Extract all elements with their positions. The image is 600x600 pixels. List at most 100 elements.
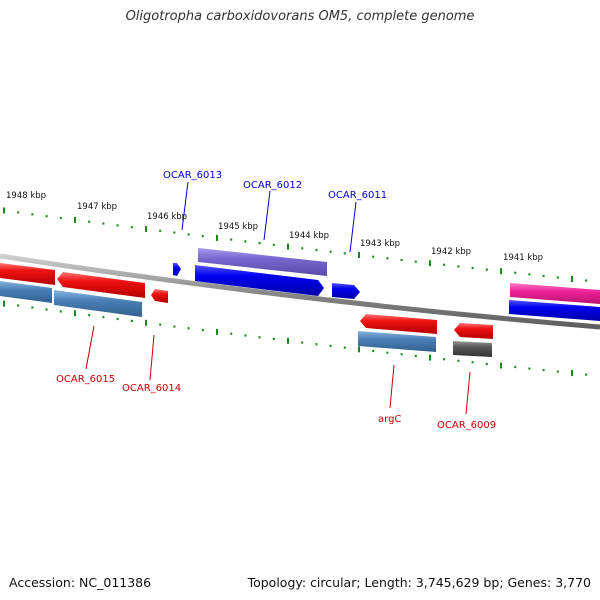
scale-minor-tick xyxy=(201,235,204,238)
scale-minor-tick xyxy=(400,353,403,356)
scale-label: 1941 kbp xyxy=(503,253,543,263)
scale-minor-tick xyxy=(102,316,105,319)
gene-arrow-ocar-6012[interactable] xyxy=(195,265,324,296)
label-leader-lines xyxy=(85,181,471,415)
scale-minor-tick xyxy=(159,229,162,232)
scale-label: 1945 kbp xyxy=(218,222,258,232)
scale-minor-tick xyxy=(315,248,318,252)
length-label: Length: xyxy=(364,575,412,590)
gene-arrow[interactable] xyxy=(358,331,436,352)
accession-label: Accession: xyxy=(9,575,76,590)
gene-label-ocar-6009[interactable]: OCAR_6009 xyxy=(437,420,496,431)
scale-minor-tick xyxy=(45,308,48,311)
scale-label: 1948 kbp xyxy=(6,191,46,201)
scale-minor-tick xyxy=(301,247,304,250)
scale-minor-tick xyxy=(343,252,346,255)
scale-minor-tick xyxy=(59,216,62,220)
gene-label-ocar-6013[interactable]: OCAR_6013 xyxy=(163,170,222,181)
scale-major-tick xyxy=(74,216,76,223)
scale-minor-tick xyxy=(556,276,559,279)
scale-major-tick xyxy=(571,370,573,377)
scale-major-tick xyxy=(500,268,502,275)
gene-arrow-ocar-6009[interactable] xyxy=(453,341,492,357)
scale-minor-tick xyxy=(17,211,20,214)
scale-minor-tick xyxy=(17,304,20,307)
scale-major-tick xyxy=(216,234,218,241)
gene-label-ocar-6012[interactable]: OCAR_6012 xyxy=(243,180,302,191)
genes-value: 3,770 xyxy=(555,575,591,590)
topology-label: Topology: xyxy=(247,575,307,590)
scale-label: 1943 kbp xyxy=(360,239,400,249)
genome-backbone xyxy=(0,253,600,330)
gene-arrow[interactable] xyxy=(198,248,327,276)
gene-arrow[interactable] xyxy=(57,272,145,298)
scale-minor-tick xyxy=(59,310,62,313)
scale-minor-tick xyxy=(386,257,389,260)
scale-minor-tick xyxy=(485,362,488,365)
gene-label-ocar-6015[interactable]: OCAR_6015 xyxy=(56,374,115,385)
gene-arrow[interactable] xyxy=(151,289,168,303)
genome-stats: Topology: circular; Length: 3,745,629 bp… xyxy=(247,575,591,590)
gene-arrow-ocar-6013[interactable] xyxy=(173,263,181,276)
gene-arrow[interactable] xyxy=(0,263,55,285)
gene-arrow[interactable] xyxy=(454,323,493,339)
scale-minor-tick xyxy=(585,373,588,376)
scale-label: 1944 kbp xyxy=(289,231,329,241)
scale-major-tick xyxy=(145,226,147,232)
length-value: 3,745,629 bp xyxy=(415,575,500,590)
gene-arrow-ocar-6015[interactable] xyxy=(54,290,142,317)
scale-minor-tick xyxy=(130,226,133,229)
scale-major-tick xyxy=(429,260,431,267)
scale-major-tick xyxy=(287,243,289,250)
forward-strand-genes xyxy=(0,248,600,321)
scale-minor-tick xyxy=(159,323,162,326)
scale-major-tick xyxy=(500,362,502,369)
scale-minor-tick xyxy=(272,337,275,341)
scale-minor-tick xyxy=(556,370,559,373)
scale-minor-tick xyxy=(244,334,247,337)
gene-label-ocar-6014[interactable]: OCAR_6014 xyxy=(122,383,181,394)
scale-major-tick xyxy=(429,354,431,361)
scale-major-tick xyxy=(358,252,360,258)
scale-minor-tick xyxy=(88,220,91,223)
scale-labels: 1948 kbp 1947 kbp 1946 kbp 1945 kbp 1944… xyxy=(6,191,543,263)
scale-minor-tick xyxy=(88,314,91,317)
scale-major-tick xyxy=(358,346,360,353)
accession-info: Accession: NC_011386 xyxy=(9,575,151,590)
gene-arrow-ocar-6011[interactable] xyxy=(332,283,360,299)
gene-arrow[interactable] xyxy=(510,283,600,304)
scale-minor-tick xyxy=(31,306,34,309)
scale-minor-tick xyxy=(443,358,446,361)
scale-minor-tick xyxy=(45,215,48,218)
gene-label-ocar-6011[interactable]: OCAR_6011 xyxy=(328,190,387,201)
scale-minor-tick xyxy=(230,238,233,241)
scale-minor-tick xyxy=(187,233,190,236)
scale-label: 1946 kbp xyxy=(147,212,187,222)
scale-minor-tick xyxy=(173,325,176,328)
scale-minor-tick xyxy=(414,354,417,357)
gene-arrow[interactable] xyxy=(509,300,600,321)
scale-minor-tick xyxy=(116,224,119,227)
scale-major-tick xyxy=(287,337,289,344)
gene-arrow-argc[interactable] xyxy=(360,314,437,334)
scale-minor-tick xyxy=(457,265,460,268)
scale-minor-tick xyxy=(542,274,545,277)
scale-minor-tick xyxy=(443,263,446,266)
scale-minor-tick xyxy=(343,346,346,349)
scale-minor-tick xyxy=(244,240,247,243)
scale-minor-tick xyxy=(173,231,176,234)
gene-label-argc[interactable]: argC xyxy=(378,414,401,425)
scale-major-tick xyxy=(216,328,218,335)
scale-minor-tick xyxy=(329,250,332,253)
scale-minor-tick xyxy=(414,260,417,263)
gene-arrow[interactable] xyxy=(0,281,52,303)
scale-minor-tick xyxy=(585,279,588,282)
scale-minor-tick xyxy=(372,349,375,353)
scale-minor-tick xyxy=(514,365,517,369)
scale-minor-tick xyxy=(514,271,517,274)
scale-major-tick xyxy=(3,300,5,307)
scale-minor-tick xyxy=(386,351,389,354)
scale-minor-tick xyxy=(201,329,204,332)
scale-minor-tick xyxy=(528,273,531,276)
